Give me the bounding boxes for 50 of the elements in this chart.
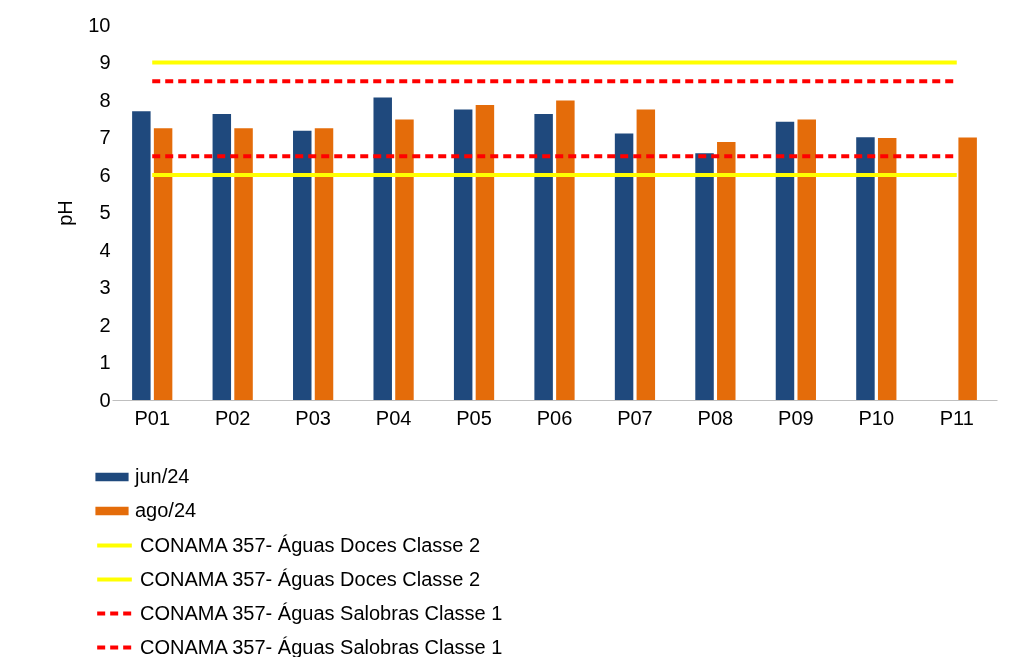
bar bbox=[856, 137, 875, 400]
x-tick-label: P09 bbox=[778, 406, 814, 429]
bar bbox=[556, 100, 575, 400]
bar bbox=[234, 128, 253, 400]
legend-label: jun/24 bbox=[134, 465, 190, 487]
bar bbox=[614, 133, 634, 400]
legend-label: CONAMA 357- Águas Doces Classe 2 bbox=[140, 567, 481, 590]
y-tick-label: 10 bbox=[88, 13, 111, 36]
bar bbox=[395, 119, 414, 400]
legend-label: CONAMA 357- Águas Doces Classe 2 bbox=[140, 533, 481, 556]
bar bbox=[153, 128, 173, 400]
y-tick-label: 4 bbox=[99, 238, 111, 261]
bar bbox=[797, 119, 816, 400]
bar bbox=[132, 111, 151, 400]
y-tick-label: 8 bbox=[99, 88, 111, 111]
legend-label: CONAMA 357- Águas Salobras Classe 1 bbox=[140, 635, 503, 657]
legend-label: ago/24 bbox=[135, 499, 197, 521]
x-tick-label: P06 bbox=[536, 406, 573, 429]
y-axis-title: pH bbox=[54, 200, 77, 226]
bar bbox=[695, 153, 714, 400]
x-tick-label: P01 bbox=[134, 406, 171, 429]
x-tick-label: P11 bbox=[939, 406, 974, 429]
bar bbox=[475, 104, 495, 400]
bar bbox=[775, 121, 795, 400]
bar bbox=[534, 113, 553, 400]
bar bbox=[212, 113, 232, 400]
y-tick-label: 9 bbox=[99, 51, 111, 73]
x-tick-label: P02 bbox=[214, 406, 251, 429]
x-tick-label: P03 bbox=[295, 406, 331, 429]
y-tick-label: 5 bbox=[99, 201, 111, 223]
bar bbox=[636, 109, 656, 400]
bar bbox=[314, 128, 334, 400]
bar bbox=[293, 130, 312, 400]
y-tick-label: 3 bbox=[99, 276, 111, 298]
x-tick-label: P10 bbox=[858, 406, 895, 429]
y-tick-label: 7 bbox=[99, 126, 111, 148]
bar bbox=[958, 137, 977, 400]
y-tick-label: 0 bbox=[99, 388, 111, 411]
bar bbox=[373, 97, 392, 400]
bar bbox=[877, 137, 897, 400]
x-tick-label: P08 bbox=[697, 406, 734, 429]
x-tick-label: P04 bbox=[375, 406, 412, 429]
y-tick-label: 1 bbox=[99, 351, 111, 373]
x-tick-label: P07 bbox=[617, 406, 653, 429]
legend-label: CONAMA 357- Águas Salobras Classe 1 bbox=[140, 601, 503, 624]
x-tick-label: P05 bbox=[456, 406, 492, 429]
bar bbox=[453, 109, 473, 400]
y-tick-label: 6 bbox=[99, 163, 111, 186]
bar bbox=[717, 142, 736, 400]
y-tick-label: 2 bbox=[99, 313, 111, 336]
